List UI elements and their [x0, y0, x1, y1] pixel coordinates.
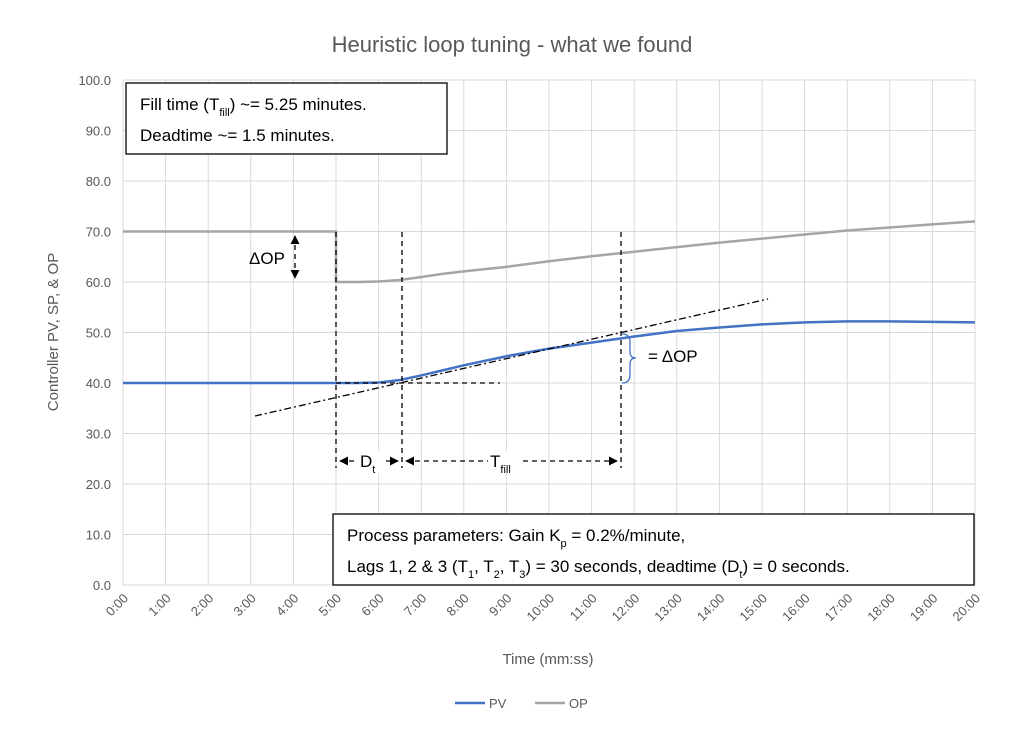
annotation-box — [332, 513, 975, 586]
annotation-segment: T — [490, 452, 500, 471]
annotation-segment: 2 — [494, 569, 500, 581]
annotation-text: Deadtime ~= 1.5 minutes. — [140, 126, 335, 145]
annotation-box — [125, 82, 448, 155]
x-tick-label: 20:00 — [950, 591, 984, 625]
annotation-segment: Lags 1, 2 & 3 (T — [347, 557, 468, 576]
x-tick-label: 9:00 — [486, 591, 515, 620]
legend-label: OP — [569, 696, 588, 711]
annotation-text: ΔOP — [249, 249, 285, 268]
annotation-segment: fill — [500, 464, 510, 476]
y-tick-label: 60.0 — [86, 275, 111, 290]
x-tick-label: 0:00 — [103, 591, 132, 620]
x-tick-label: 17:00 — [822, 591, 856, 625]
y-tick-label: 90.0 — [86, 124, 111, 139]
chart-title: Heuristic loop tuning - what we found — [332, 32, 693, 57]
x-tick-label: 13:00 — [651, 591, 685, 625]
annotation-segment: = 0.2%/minute, — [567, 526, 686, 545]
annotation-segment: = ΔOP — [648, 347, 698, 366]
annotations: Fill time (Tfill) ~= 5.25 minutes.Deadti… — [125, 82, 975, 586]
y-tick-label: 100.0 — [78, 73, 111, 88]
series-line — [123, 320, 976, 385]
y-tick-label: 20.0 — [86, 477, 111, 492]
label-bg — [488, 451, 520, 473]
annotation-text: Fill time (Tfill) ~= 5.25 minutes. — [140, 95, 367, 119]
series-line — [123, 220, 976, 284]
annotation-segment: t — [372, 464, 375, 476]
y-tick-label: 70.0 — [86, 225, 111, 240]
y-tick-label: 40.0 — [86, 376, 111, 391]
plot — [123, 220, 976, 385]
x-tick-label: 19:00 — [907, 591, 941, 625]
annotation-segment: Process parameters: Gain K — [347, 526, 561, 545]
y-tick-label: 30.0 — [86, 427, 111, 442]
annotation-segment: t — [739, 569, 742, 581]
annotation-text: Dt — [360, 452, 375, 476]
legend: PV OP — [455, 696, 588, 711]
x-tick-label: 11:00 — [567, 591, 600, 624]
brace — [621, 333, 637, 384]
annotation-segment: Fill time (T — [140, 95, 219, 114]
x-tick-label: 1:00 — [145, 591, 174, 620]
x-tick-label: 10:00 — [524, 591, 558, 625]
y-tick-label: 50.0 — [86, 326, 111, 341]
annotation-segment: 1 — [468, 569, 474, 581]
x-tick-label: 7:00 — [401, 591, 430, 620]
x-tick-label: 12:00 — [609, 591, 643, 625]
annotation-segment: ) ~= 5.25 minutes. — [230, 95, 367, 114]
annotation-text: Tfill — [490, 452, 511, 476]
annotation-segment: ) = 0 seconds. — [742, 557, 849, 576]
annotation-segment: fill — [219, 107, 229, 119]
x-tick-label: 2:00 — [188, 591, 217, 620]
y-tick-label: 10.0 — [86, 528, 111, 543]
x-tick-label: 16:00 — [779, 591, 813, 625]
annotation-segment: , T — [474, 557, 494, 576]
x-tick-label: 3:00 — [230, 591, 259, 620]
annotation-segment: 3 — [519, 569, 525, 581]
annotation-segment: D — [360, 452, 372, 471]
x-axis-title: Time (mm:ss) — [502, 651, 593, 668]
annotation-segment: p — [561, 538, 567, 550]
x-tick-label: 5:00 — [316, 591, 345, 620]
x-tick-label: 15:00 — [737, 591, 771, 625]
annotation-text: Lags 1, 2 & 3 (T1, T2, T3) = 30 seconds,… — [347, 557, 850, 581]
annotation-segment: Deadtime ~= 1.5 minutes. — [140, 126, 335, 145]
x-tick-label: 4:00 — [273, 591, 302, 620]
tangent-line — [254, 298, 769, 417]
annotation-segment: ΔOP — [249, 249, 285, 268]
y-tick-label: 80.0 — [86, 174, 111, 189]
x-tick-label: 6:00 — [358, 591, 387, 620]
annotation-segment: , T — [500, 557, 520, 576]
y-tick-label: 0.0 — [93, 578, 111, 593]
label-bg — [356, 451, 386, 473]
x-tick-label: 8:00 — [443, 591, 472, 620]
annotation-segment: ) = 30 seconds, deadtime (D — [525, 557, 739, 576]
annotation-text: = ΔOP — [648, 347, 698, 366]
x-tick-label: 14:00 — [694, 591, 728, 625]
legend-label: PV — [489, 696, 507, 711]
x-tick-label: 18:00 — [864, 591, 898, 625]
y-axis-title: Controller PV, SP, & OP — [45, 253, 62, 411]
annotation-text: Process parameters: Gain Kp = 0.2%/minut… — [347, 526, 685, 550]
